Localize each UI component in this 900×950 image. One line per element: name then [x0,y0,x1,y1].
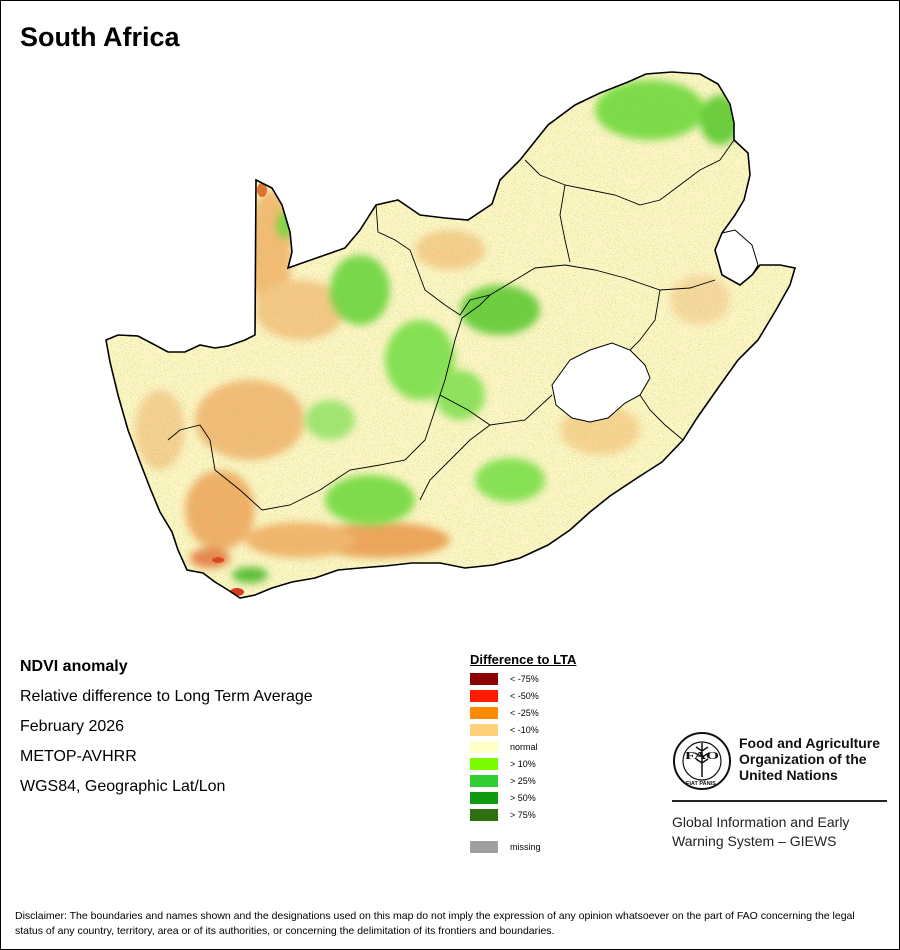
legend-swatch [470,690,498,702]
legend-label: < -25% [510,708,539,718]
fao-logo-icon: FAO FIAT PANIS [673,732,731,790]
legend-swatch [470,673,498,685]
info-date: February 2026 [20,718,125,735]
legend-item: > 50% [470,790,576,807]
legend-item: < -75% [470,671,576,688]
map-info: NDVI anomaly Relative difference to Long… [20,656,313,806]
giews-line1: Global Information and Early [672,814,850,830]
legend-swatch [470,792,498,804]
anomaly-patches [106,72,795,598]
legend-swatch [470,707,498,719]
legend-title: Difference to LTA [470,652,577,667]
legend-label: > 50% [510,793,536,803]
info-projection: WGS84, Geographic Lat/Lon [20,778,226,795]
legend-label: > 10% [510,759,536,769]
legend-swatch-missing [470,841,498,853]
legend-swatch [470,741,498,753]
legend-label: > 25% [510,776,536,786]
legend-item: < -25% [470,705,576,722]
legend: Difference to LTA < -75% < -50% < -25% < -1… [470,652,576,856]
fao-logo-letter-f: FAO [685,751,719,762]
legend-swatch [470,809,498,821]
info-description: Relative difference to Long Term Average [20,688,313,705]
org-name-line1: Food and Agriculture [739,735,881,751]
legend-item: < -10% [470,722,576,739]
legend-swatch [470,724,498,736]
fao-organization-name: Food and Agriculture Organization of the… [739,735,889,783]
info-product: NDVI anomaly [20,658,128,675]
info-sensor: METOP-AVHRR [20,748,137,765]
legend-label: normal [510,742,538,752]
legend-label: < -10% [510,725,539,735]
legend-item: > 10% [470,756,576,773]
legend-item-missing: missing [470,839,576,856]
map-title: South Africa [20,22,180,52]
fao-divider [672,800,887,802]
giews-name: Global Information and Early Warning Sys… [672,813,849,851]
legend-label-missing: missing [510,842,541,852]
legend-item: > 75% [470,807,576,824]
fao-logo-motto: FIAT PANIS [686,781,716,787]
legend-label: < -50% [510,691,539,701]
org-name-line2: Organization of the [739,751,867,767]
legend-swatch [470,775,498,787]
org-name-line3: United Nations [739,767,838,783]
legend-item: normal [470,739,576,756]
lesotho-enclave [551,342,651,423]
legend-item: < -50% [470,688,576,705]
giews-line2: Warning System – GIEWS [672,833,837,849]
legend-swatch [470,758,498,770]
ndvi-anomaly-map [105,71,796,599]
legend-label: > 75% [510,810,536,820]
disclaimer-text: Disclaimer: The boundaries and names sho… [15,910,855,937]
province-boundaries [167,139,735,511]
legend-label: < -75% [510,674,539,684]
legend-item: > 25% [470,773,576,790]
